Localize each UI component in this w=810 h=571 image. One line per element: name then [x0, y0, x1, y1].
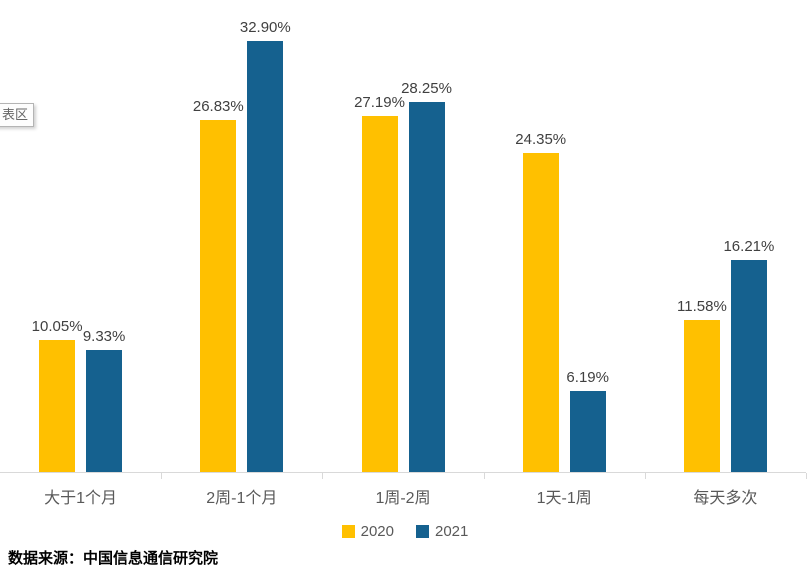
category-label: 1周-2周	[375, 490, 431, 507]
bar-2020[interactable]: 26.83%	[193, 98, 244, 472]
legend-label: 2021	[435, 523, 469, 540]
bar-value-label: 6.19%	[566, 368, 609, 386]
bar-value-label: 9.33%	[82, 327, 126, 345]
bar-2021[interactable]: 16.21%	[723, 238, 774, 472]
legend-label: 2020	[360, 523, 394, 540]
axis-tick	[322, 473, 324, 479]
category-label: 每天多次	[693, 490, 758, 507]
bar-value-label: 24.35%	[515, 130, 567, 148]
chart-legend[interactable]: 2020 2021	[0, 523, 810, 540]
chart-area-tooltip: 表区	[0, 103, 34, 127]
category-label: 大于1个月	[44, 490, 118, 507]
bar-group: 27.19% 28.25%	[322, 0, 483, 472]
category-label: 1天-1周	[536, 490, 592, 507]
bar-value-label: 10.05%	[31, 318, 83, 336]
bar-value-label: 11.58%	[677, 298, 727, 316]
bar-2021[interactable]: 6.19%	[566, 369, 609, 472]
bar-2020[interactable]: 24.35%	[515, 131, 566, 472]
legend-item-2020[interactable]: 2020	[341, 523, 394, 540]
legend-swatch	[341, 525, 355, 538]
bar-value-label: 27.19%	[354, 93, 405, 111]
bar-2021[interactable]: 9.33%	[83, 328, 125, 472]
bar-2020[interactable]: 27.19%	[354, 94, 405, 472]
bar-value-label: 16.21%	[723, 237, 775, 255]
legend-item-2021[interactable]: 2021	[416, 523, 468, 540]
bar-value-label: 32.90%	[239, 18, 291, 36]
source-text: 数据来源：中国信息通信研究院	[8, 550, 219, 567]
bar-2021[interactable]: 28.25%	[401, 80, 452, 472]
legend-swatch	[416, 525, 429, 538]
chart-plot[interactable]: 10.05% 9.33% 26.83% 32.90% 27.19% 28.25% 24.35…	[0, 0, 806, 473]
axis-tick	[806, 473, 807, 479]
chart-area-tooltip-label: 表区	[1, 107, 28, 122]
bar-group: 26.83% 32.90%	[161, 0, 322, 472]
bar-2020[interactable]: 10.05%	[32, 318, 83, 472]
bar-2021[interactable]: 32.90%	[240, 19, 291, 472]
bar-value-label: 28.25%	[401, 79, 452, 97]
axis-tick	[161, 473, 163, 479]
bar-2020[interactable]: 11.58%	[677, 298, 727, 472]
bar-group: 11.58% 16.21%	[645, 0, 806, 472]
bar-group: 10.05% 9.33%	[0, 0, 161, 472]
bar-group: 24.35% 6.19%	[484, 0, 645, 472]
axis-tick	[644, 473, 646, 479]
category-label: 2周-1个月	[206, 490, 278, 507]
bar-value-label: 26.83%	[192, 98, 244, 116]
category-axis[interactable]: 大于1个月 2周-1个月 1周-2周 1天-1周 每天多次	[0, 474, 806, 508]
axis-tick	[483, 473, 485, 479]
